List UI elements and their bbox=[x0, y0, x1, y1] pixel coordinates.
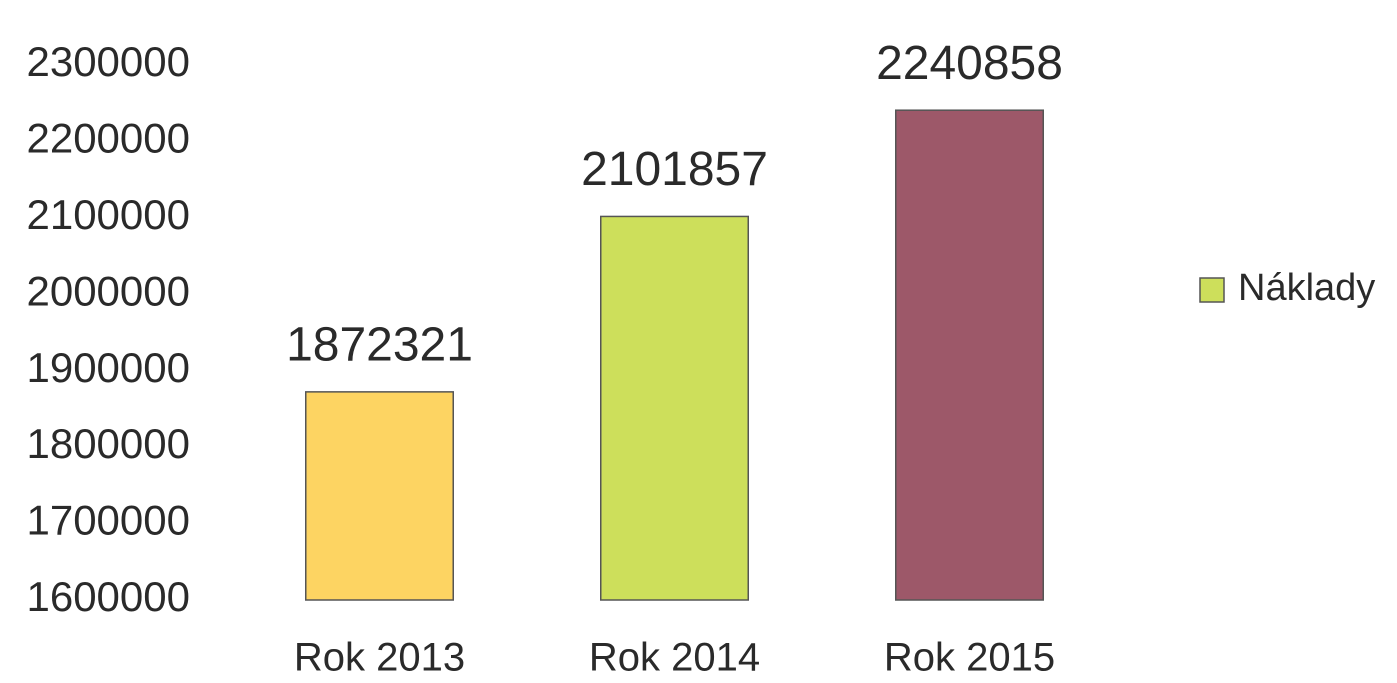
data-label: 2101857 bbox=[581, 143, 768, 196]
data-label: 1872321 bbox=[286, 319, 473, 372]
legend-label: Náklady bbox=[1238, 267, 1375, 309]
x-tick-label: Rok 2015 bbox=[884, 636, 1055, 680]
y-tick-label: 2200000 bbox=[26, 115, 190, 162]
y-tick-label: 1700000 bbox=[26, 497, 190, 544]
bar bbox=[600, 215, 749, 601]
x-tick-label: Rok 2014 bbox=[589, 636, 760, 680]
y-tick-label: 2000000 bbox=[26, 267, 190, 314]
bar bbox=[895, 109, 1044, 601]
y-tick-label: 2100000 bbox=[26, 191, 190, 238]
y-tick-label: 1800000 bbox=[26, 420, 190, 467]
y-tick-label: 1900000 bbox=[26, 344, 190, 391]
y-tick-label: 2300000 bbox=[26, 38, 190, 85]
x-tick-label: Rok 2013 bbox=[294, 636, 465, 680]
legend-swatch bbox=[1199, 277, 1225, 303]
y-tick-label: 1600000 bbox=[26, 573, 190, 620]
data-label: 2240858 bbox=[876, 37, 1063, 90]
bar bbox=[305, 391, 454, 601]
